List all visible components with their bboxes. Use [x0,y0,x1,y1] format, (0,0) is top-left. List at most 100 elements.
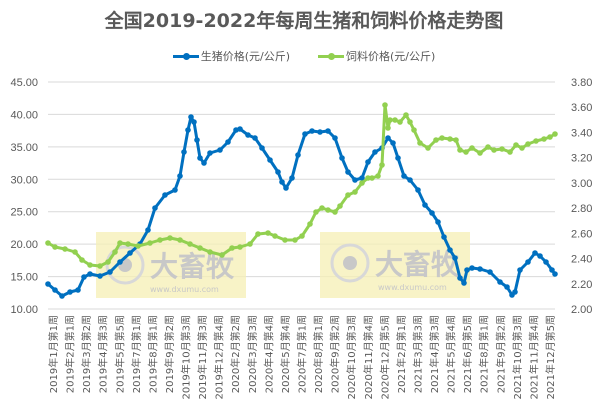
data-point-marker [177,237,183,243]
y2-tick-label: 2.60 [571,228,592,240]
data-point-marker [79,257,85,263]
data-point-marker [415,187,421,193]
data-point-marker [332,135,338,141]
y-tick-label: 20.00 [10,239,38,251]
data-point-marker [188,114,194,120]
data-point-marker [549,267,555,273]
data-point-marker [185,127,191,133]
y2-tick-label: 3.40 [571,127,592,139]
y-tick-label: 40.00 [10,109,38,121]
svg-text:www.dxumu.com: www.dxumu.com [150,285,219,294]
data-point-marker [447,247,453,253]
legend-label: 饲料价格(元/公斤) [346,50,436,63]
x-tick-label: 2021年12月第5周 [544,315,557,400]
data-point-marker [407,177,413,183]
data-point-marker [517,267,523,273]
data-point-marker [352,189,358,195]
data-point-marker [533,138,539,144]
data-point-marker [512,289,518,295]
data-point-marker [390,140,396,146]
data-point-marker [307,221,313,227]
x-tick-label: 2021年10月第3周 [511,315,524,400]
data-point-marker [319,205,325,211]
data-point-marker [464,267,470,273]
data-point-marker [292,237,298,243]
svg-text:www.dxumu.com: www.dxumu.com [378,283,447,292]
data-point-marker [112,249,118,255]
data-point-marker [543,259,549,265]
legend-label: 生猪价格(元/公斤) [200,50,290,63]
data-point-marker [504,284,510,290]
legend-item-pig-price[interactable]: 生猪价格(元/公斤) [172,48,290,64]
data-point-marker [72,249,78,255]
data-point-marker [81,274,87,280]
y2-tick-label: 2.20 [571,279,592,291]
data-point-marker [382,102,388,108]
data-point-marker [457,147,463,153]
data-point-marker [369,175,375,181]
x-tick-label: 2019年4月第3周 [97,315,110,393]
data-point-marker [487,269,493,275]
x-tick-label: 2019年9月第2周 [163,315,176,393]
data-point-marker [457,275,463,281]
data-point-marker [525,259,531,265]
svg-text:大畜牧: 大畜牧 [375,248,460,281]
y2-tick-label: 2.40 [571,254,592,266]
data-point-marker [541,136,547,142]
watermark: 大畜牧 www.dxumu.com 大畜牧 www.dxumu.com [96,232,470,298]
data-point-marker [491,147,497,153]
data-point-marker [252,135,258,141]
data-point-marker [452,255,458,261]
data-point-marker [385,135,391,141]
x-tick-label: 2019年2月第1周 [64,315,77,393]
data-point-marker [352,177,358,183]
data-point-marker [395,155,401,161]
data-point-marker [469,145,475,151]
data-point-marker [197,245,203,251]
data-point-marker [397,119,403,125]
data-point-marker [525,141,531,147]
data-point-marker [152,205,158,211]
y2-tick-label: 3.20 [571,153,592,165]
data-point-marker [401,173,407,179]
x-tick-label: 2019年5月第5周 [113,315,126,393]
data-point-marker [379,162,385,168]
data-point-marker [97,263,103,269]
x-tick-label: 2020年11月第4周 [362,315,375,400]
left-y-axis: 10.00 15.00 20.00 25.00 30.00 35.00 40.00 45.00 [10,77,38,316]
data-point-marker [267,157,273,163]
legend-item-feed-price[interactable]: 饲料价格(元/公斤) [318,48,435,64]
x-tick-label: 2020年9月第2周 [329,315,342,393]
data-point-marker [283,185,289,191]
data-point-marker [52,287,58,293]
data-point-marker [365,159,371,165]
data-point-marker [463,149,469,155]
data-point-marker [309,128,315,134]
data-point-marker [332,209,338,215]
y-tick-label: 25.00 [10,207,38,219]
data-point-marker [125,241,131,247]
y-tick-label: 30.00 [10,174,38,186]
data-point-marker [207,150,213,156]
data-point-marker [375,173,381,179]
data-point-marker [547,134,553,140]
data-point-marker [447,136,453,142]
y-tick-label: 35.00 [10,142,38,154]
data-point-marker [59,293,65,299]
data-point-marker [187,241,193,247]
data-point-marker [477,266,483,272]
data-point-marker [345,169,351,175]
data-point-marker [453,137,459,143]
data-point-marker [365,175,371,181]
data-point-marker [411,127,417,133]
x-tick-label: 2019年7月第1周 [130,315,143,393]
data-point-marker [67,289,73,295]
data-point-marker [359,175,365,181]
data-point-marker [259,145,265,151]
right-y-axis: 2.00 2.20 2.40 2.60 2.80 3.00 3.20 3.40 3.60 3.80 [571,77,592,316]
data-point-marker [219,252,225,258]
data-point-marker [425,145,431,151]
data-point-marker [325,128,331,134]
data-point-marker [435,219,441,225]
